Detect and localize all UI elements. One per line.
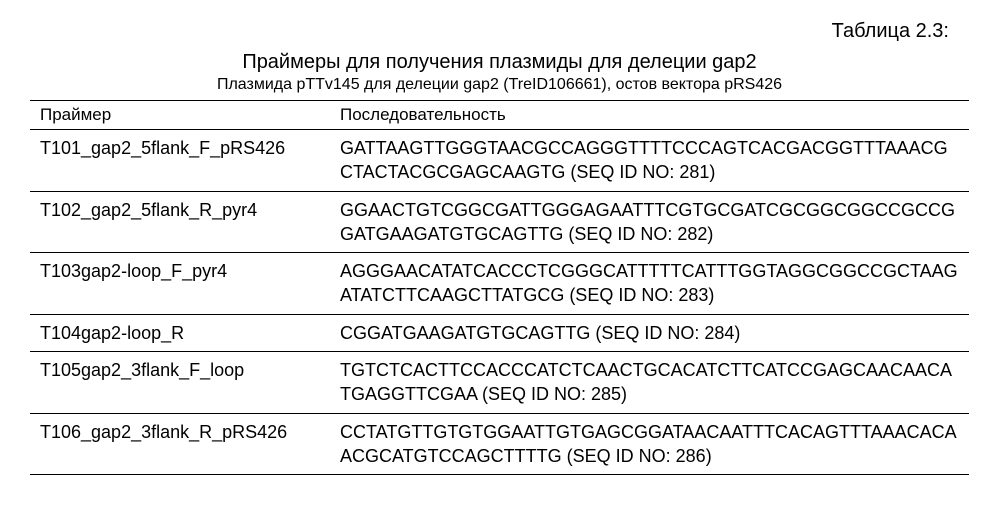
table-row: T104gap2-loop_R CGGATGAAGATGTGCAGTTG (SE…	[30, 314, 969, 351]
primer-cell: T101_gap2_5flank_F_pRS426	[30, 130, 330, 192]
header-sequence: Последовательность	[330, 101, 969, 130]
primer-cell: T105gap2_3flank_F_loop	[30, 352, 330, 414]
sequence-cell: CGGATGAAGATGTGCAGTTG (SEQ ID NO: 284)	[330, 314, 969, 351]
primer-cell: T103gap2-loop_F_pyr4	[30, 253, 330, 315]
primer-cell: T104gap2-loop_R	[30, 314, 330, 351]
table-row: T105gap2_3flank_F_loop TGTCTCACTTCCACCCA…	[30, 352, 969, 414]
table-row: T102_gap2_5flank_R_pyr4 GGAACTGTCGGCGATT…	[30, 191, 969, 253]
sequence-cell: GATTAAGTTGGGTAACGCCAGGGTTTTCCCAGTCACGACG…	[330, 130, 969, 192]
sequence-cell: GGAACTGTCGGCGATTGGGAGAATTTCGTGCGATCGCGGC…	[330, 191, 969, 253]
sequence-cell: CCTATGTTGTGTGGAATTGTGAGCGGATAACAATTTCACA…	[330, 413, 969, 475]
table-subtitle: Плазмида pTTv145 для делеции gap2 (TreID…	[30, 76, 969, 94]
sequence-cell: AGGGAACATATCACCCTCGGGCATTTTTCATTTGGTAGGC…	[330, 253, 969, 315]
table-label: Таблица 2.3:	[30, 20, 969, 43]
primer-cell: T102_gap2_5flank_R_pyr4	[30, 191, 330, 253]
table-row: T106_gap2_3flank_R_pRS426 CCTATGTTGTGTGG…	[30, 413, 969, 475]
table-row: T103gap2-loop_F_pyr4 AGGGAACATATCACCCTCG…	[30, 253, 969, 315]
table-row: T101_gap2_5flank_F_pRS426 GATTAAGTTGGGTA…	[30, 130, 969, 192]
header-primer: Праймер	[30, 101, 330, 130]
primer-cell: T106_gap2_3flank_R_pRS426	[30, 413, 330, 475]
header-row: Праймер Последовательность	[30, 101, 969, 130]
primer-table: Праймер Последовательность T101_gap2_5fl…	[30, 100, 969, 475]
sequence-cell: TGTCTCACTTCCACCCATCTCAACTGCACATCTTCATCCG…	[330, 352, 969, 414]
table-title: Праймеры для получения плазмиды для деле…	[30, 51, 969, 74]
